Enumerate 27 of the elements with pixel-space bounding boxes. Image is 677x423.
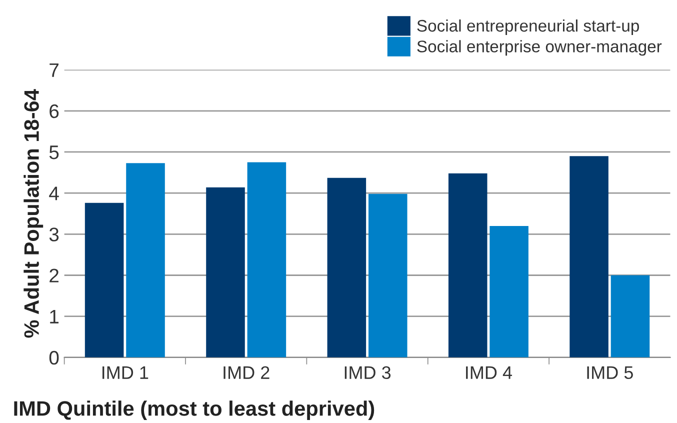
bar: [490, 226, 528, 358]
bar: [448, 173, 488, 358]
bar: [247, 162, 286, 358]
x-tick-label: IMD 1: [102, 366, 148, 379]
x-axis-title: IMD Quintile (most to least deprived): [14, 400, 374, 420]
y-tick-label: 7: [50, 63, 58, 77]
y-tick-label: 5: [49, 146, 59, 160]
y-tick-label: 1: [50, 310, 59, 324]
bar: [327, 178, 366, 358]
bar: [206, 187, 245, 358]
x-tick-label: IMD 4: [466, 366, 512, 379]
x-tick-label: IMD 2: [224, 366, 270, 379]
bar: [368, 194, 408, 358]
y-tick-label: 2: [50, 268, 58, 282]
y-tick-label: 4: [49, 186, 59, 200]
bar: [570, 156, 608, 358]
y-tick-label: 0: [49, 350, 59, 365]
bar: [126, 163, 165, 358]
y-tick-label: 6: [50, 104, 59, 118]
legend-label: Social entrepreneurial start-up: [417, 19, 639, 35]
x-tick-label: IMD 3: [344, 366, 391, 380]
bar: [84, 202, 124, 358]
y-tick-label: 3: [49, 228, 59, 242]
y-axis-title: % Adult Population 18-64: [24, 89, 44, 338]
x-tick-label: IMD 5: [587, 366, 633, 380]
legend-label: Social enterprise owner-manager: [417, 40, 662, 56]
bar: [610, 275, 650, 358]
